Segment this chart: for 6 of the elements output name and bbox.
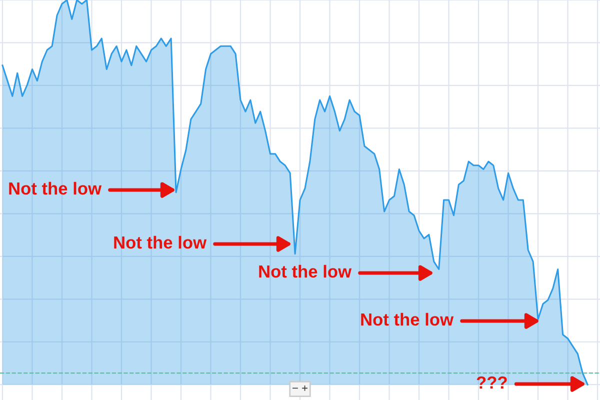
text: − +	[292, 385, 308, 391]
annotation: Not the low	[9, 182, 102, 195]
annotation: Not the low	[361, 312, 454, 326]
annotation: Not the low	[259, 264, 352, 278]
annotation: Not the low	[114, 236, 207, 249]
annotation: ???	[476, 376, 507, 388]
